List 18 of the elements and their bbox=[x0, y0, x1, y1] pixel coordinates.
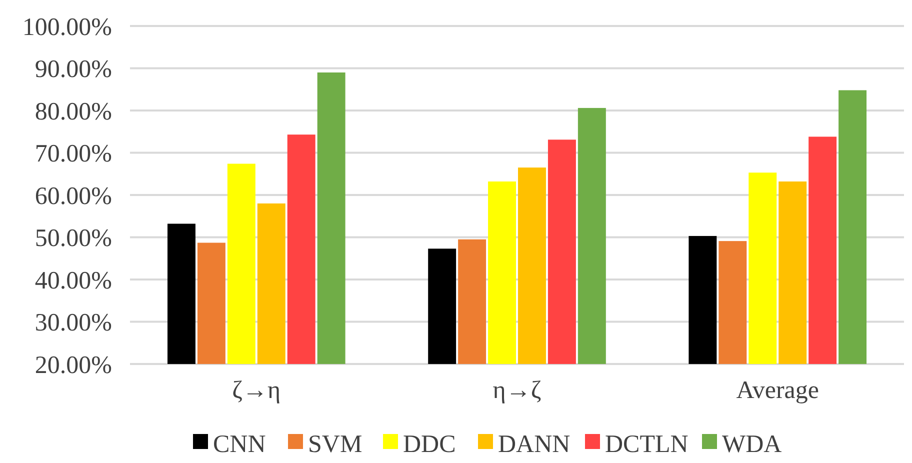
y-tick-label: 70.00% bbox=[34, 140, 112, 168]
legend-label: DANN bbox=[498, 430, 570, 458]
y-tick-label: 40.00% bbox=[34, 267, 112, 294]
x-tick-label: η→ζ bbox=[492, 377, 542, 404]
x-tick-label: Average bbox=[736, 377, 820, 404]
y-tick-label: 30.00% bbox=[34, 310, 112, 336]
x-tick-label: ζ→η bbox=[232, 377, 281, 404]
legend-label: DDC bbox=[403, 430, 456, 458]
legend-label: SVM bbox=[308, 430, 362, 458]
y-tick-label: 80.00% bbox=[34, 98, 112, 126]
y-tick-label: 100.00% bbox=[22, 14, 112, 41]
legend-label: WDA bbox=[722, 430, 782, 458]
y-tick-label: 20.00% bbox=[34, 352, 112, 379]
y-tick-label: 60.00% bbox=[34, 182, 112, 210]
legend-label: DCTLN bbox=[605, 430, 688, 458]
y-tick-label: 50.00% bbox=[34, 225, 112, 252]
y-tick-label: 90.00% bbox=[34, 56, 112, 83]
legend-label: CNN bbox=[213, 430, 266, 458]
